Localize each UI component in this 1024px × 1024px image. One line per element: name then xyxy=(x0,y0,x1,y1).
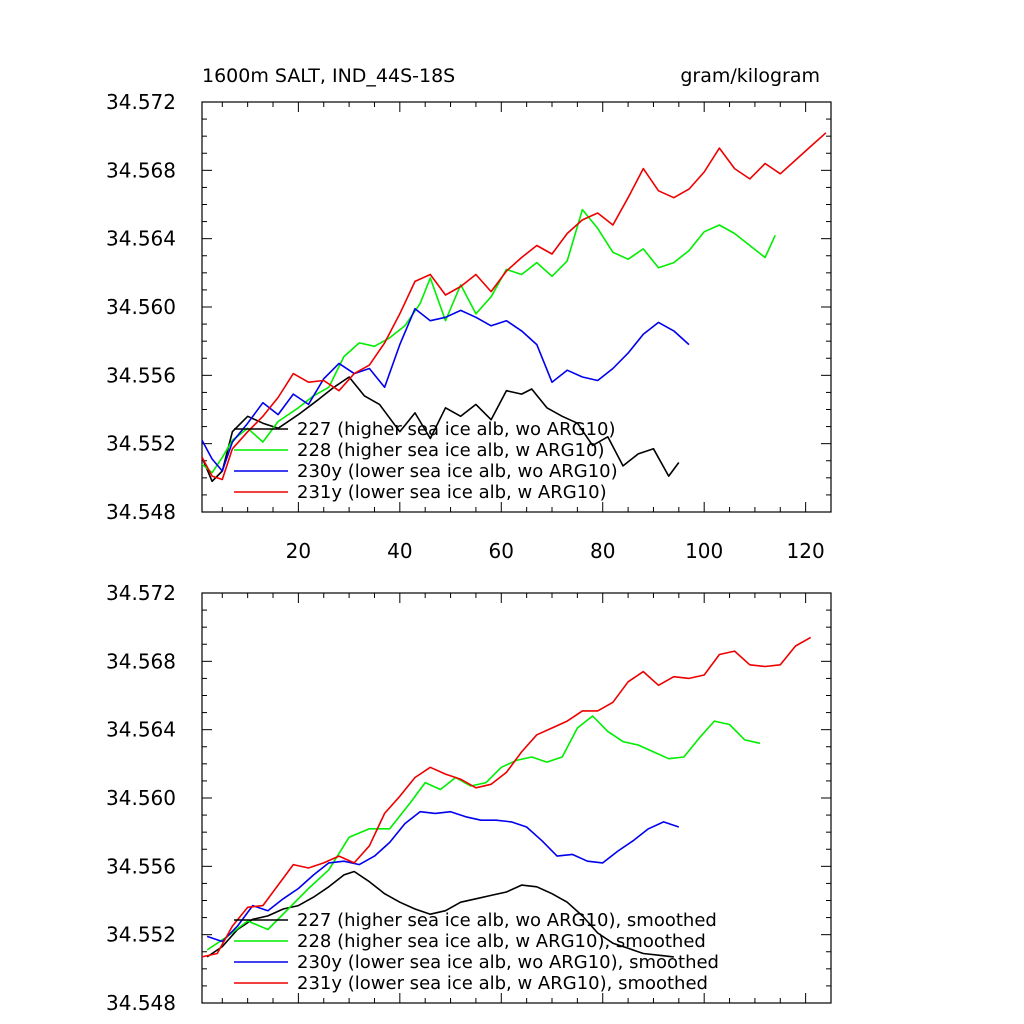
series-line-4 xyxy=(201,636,812,958)
y-tick-label: 34.572 xyxy=(106,90,176,114)
y-tick-label: 34.560 xyxy=(106,295,176,319)
series-line-2 xyxy=(201,208,776,474)
y-tick-label: 34.568 xyxy=(106,158,176,182)
legend-label: 230y (lower sea ice alb, wo ARG10) xyxy=(297,461,618,482)
y-tick-label: 34.564 xyxy=(106,227,176,251)
panel-top: 34.548 34.552 34.556 34.560 34.564 34.568 34.5… xyxy=(106,90,832,563)
legend-label: 231y (lower sea ice alb, w ARG10) xyxy=(297,482,607,503)
y-tick-label: 34.572 xyxy=(106,581,176,605)
y-tick-label: 34.548 xyxy=(106,500,176,524)
y-tick-label: 34.552 xyxy=(106,432,176,456)
legend-label: 227 (higher sea ice alb, wo ARG10), smoo… xyxy=(297,910,717,931)
legend-label: 228 (higher sea ice alb, w ARG10) xyxy=(297,440,604,461)
units-label: gram/kilogram xyxy=(680,65,820,87)
series-line-3 xyxy=(201,307,690,472)
y-tick-label: 34.556 xyxy=(106,363,176,387)
x-tick-label: 120 xyxy=(787,539,825,563)
series-line-1 xyxy=(201,376,680,483)
x-tick-label: 60 xyxy=(489,539,514,563)
x-tick-label: 80 xyxy=(590,539,615,563)
legend-label: 230y (lower sea ice alb, wo ARG10), smoo… xyxy=(297,952,719,973)
x-tick-label: 40 xyxy=(387,539,412,563)
series-line-3 xyxy=(206,810,680,943)
y-tick-label: 34.564 xyxy=(106,718,176,742)
y-tick-label: 34.552 xyxy=(106,923,176,947)
legend-label: 227 (higher sea ice alb, wo ARG10) xyxy=(297,419,616,440)
legend-label: 228 (higher sea ice alb, w ARG10), smoot… xyxy=(297,931,706,952)
panel-bottom: 34.548 34.552 34.556 34.560 34.564 34.568 34.5… xyxy=(106,581,832,1015)
plot-title: 1600m SALT, IND_44S-18S xyxy=(202,65,455,87)
series-line-2 xyxy=(206,715,761,951)
y-tick-label: 34.560 xyxy=(106,786,176,810)
series-line-1 xyxy=(206,870,674,958)
x-tick-label: 100 xyxy=(685,539,723,563)
x-tick-label: 20 xyxy=(286,539,311,563)
y-tick-label: 34.556 xyxy=(106,854,176,878)
legend-label: 231y (lower sea ice alb, w ARG10), smoot… xyxy=(297,973,708,994)
series-line-4 xyxy=(201,132,827,481)
y-tick-label: 34.568 xyxy=(106,649,176,673)
y-tick-label: 34.548 xyxy=(106,991,176,1015)
